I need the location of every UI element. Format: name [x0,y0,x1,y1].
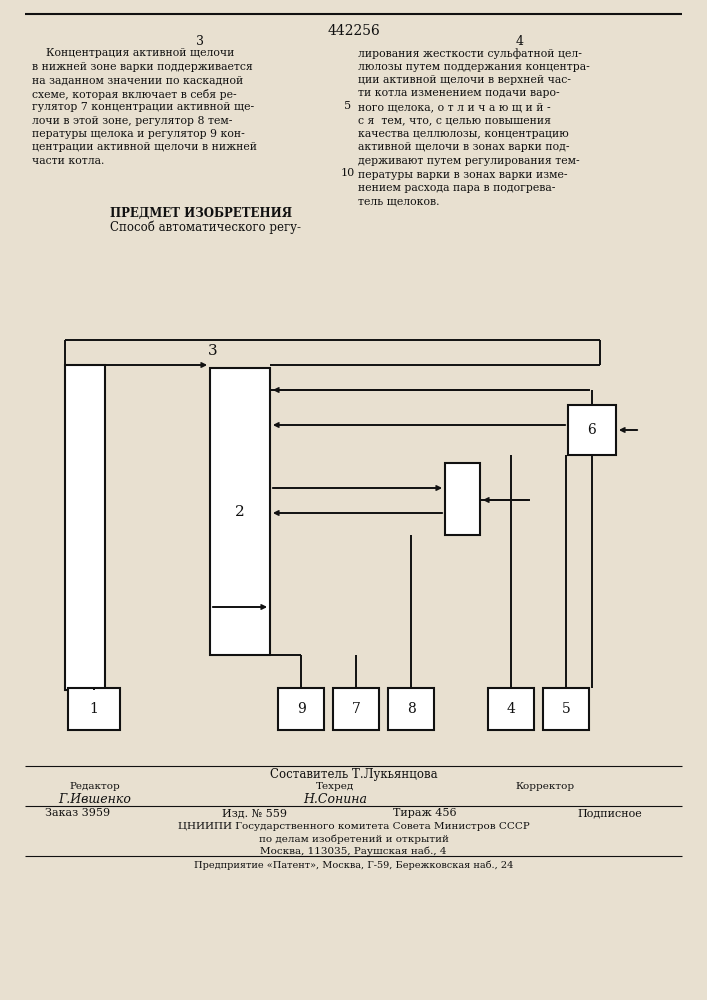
Text: 2: 2 [235,504,245,518]
Text: центрации активной щелочи в нижней: центрации активной щелочи в нижней [32,142,257,152]
Text: пературы варки в зонах варки изме-: пературы варки в зонах варки изме- [358,169,568,180]
Text: Подписное: Подписное [578,808,643,818]
Text: Тираж 456: Тираж 456 [393,808,457,818]
Text: 10: 10 [341,168,355,178]
Text: 1: 1 [90,702,98,716]
Text: 7: 7 [351,702,361,716]
Text: на заданном значении по каскадной: на заданном значении по каскадной [32,75,243,85]
Text: 4: 4 [516,35,524,48]
Text: 6: 6 [588,423,597,437]
Bar [445,463,480,535]
Text: 9: 9 [297,702,305,716]
Text: люлозы путем поддержания концентра-: люлозы путем поддержания концентра- [358,62,590,72]
Text: Техред: Техред [316,782,354,791]
Text: Концентрация активной щелочи: Концентрация активной щелочи [32,48,235,58]
Text: 5: 5 [344,101,351,111]
Text: Редактор: Редактор [69,782,120,791]
Bar [278,688,324,730]
Text: тель щелоков.: тель щелоков. [358,196,440,207]
Text: в нижней зоне варки поддерживается: в нижней зоне варки поддерживается [32,62,252,72]
Text: Способ автоматического регу-: Способ автоматического регу- [110,221,301,234]
Text: 4: 4 [506,702,515,716]
Text: держивают путем регулирования тем-: держивают путем регулирования тем- [358,156,580,166]
Text: ПРЕДМЕТ ИЗОБРЕТЕНИЯ: ПРЕДМЕТ ИЗОБРЕТЕНИЯ [110,207,292,220]
Text: Изд. № 559: Изд. № 559 [223,808,288,818]
Bar [543,688,589,730]
Bar [568,405,616,455]
Text: лочи в этой зоне, регулятор 8 тем-: лочи в этой зоне, регулятор 8 тем- [32,115,233,125]
Bar [488,688,534,730]
Bar [65,365,105,690]
Text: 5: 5 [561,702,571,716]
Text: Москва, 113035, Раушская наб., 4: Москва, 113035, Раушская наб., 4 [260,846,447,856]
Text: нением расхода пара в подогрева-: нением расхода пара в подогрева- [358,183,556,193]
Text: 442256: 442256 [327,24,380,38]
Text: Предприятие «Патент», Москва, Г-59, Бережковская наб., 24: Предприятие «Патент», Москва, Г-59, Бере… [194,860,513,869]
Text: части котла.: части котла. [32,156,105,166]
Text: по делам изобретений и открытий: по делам изобретений и открытий [259,834,448,844]
Text: схеме, которая включает в себя ре-: схеме, которая включает в себя ре- [32,89,237,100]
Text: Заказ 3959: Заказ 3959 [45,808,110,818]
Text: Н.Сонина: Н.Сонина [303,793,367,806]
Text: 3: 3 [208,344,218,358]
Bar [388,688,434,730]
Text: качества целлюлозы, концентрацию: качества целлюлозы, концентрацию [358,129,568,139]
Text: лирования жесткости сульфатной цел-: лирования жесткости сульфатной цел- [358,48,582,59]
Text: гулятор 7 концентрации активной ще-: гулятор 7 концентрации активной ще- [32,102,254,112]
Text: Корректор: Корректор [515,782,575,791]
Text: 3: 3 [196,35,204,48]
Text: Г.Ившенко: Г.Ившенко [59,793,132,806]
Text: с я  тем, что, с целью повышения: с я тем, что, с целью повышения [358,115,551,125]
Text: пературы щелока и регулятор 9 кон-: пературы щелока и регулятор 9 кон- [32,129,245,139]
Text: Составитель Т.Лукьянцова: Составитель Т.Лукьянцова [269,768,438,781]
Text: ЦНИИПИ Государственного комитета Совета Министров СССР: ЦНИИПИ Государственного комитета Совета … [177,822,530,831]
Text: ти котла изменением подачи варо-: ти котла изменением подачи варо- [358,89,560,99]
Text: активной щелочи в зонах варки под-: активной щелочи в зонах варки под- [358,142,570,152]
Text: ции активной щелочи в верхней час-: ции активной щелочи в верхней час- [358,75,571,85]
Bar [68,688,120,730]
Text: 8: 8 [407,702,416,716]
Text: ного щелока, о т л и ч а ю щ и й -: ного щелока, о т л и ч а ю щ и й - [358,102,551,112]
Bar [210,368,270,655]
Bar [333,688,379,730]
